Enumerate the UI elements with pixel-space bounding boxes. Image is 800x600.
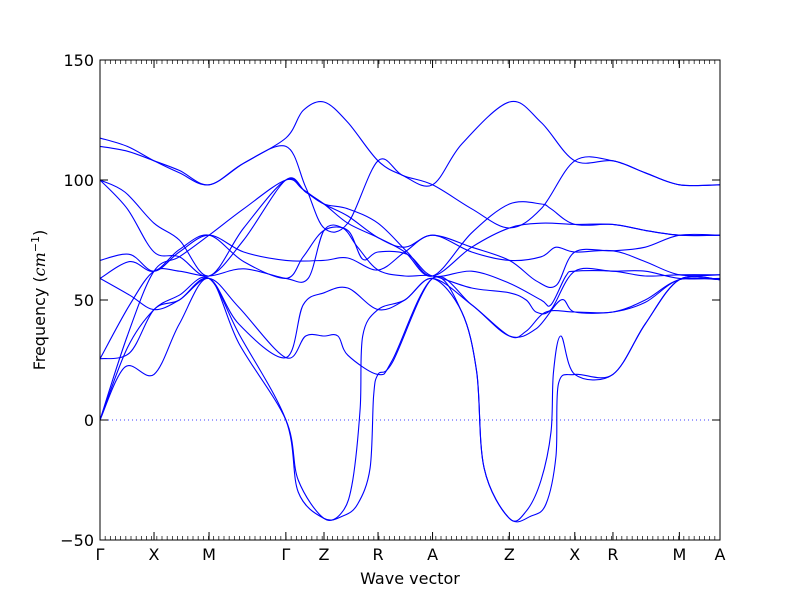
x-tick-label: A [715, 545, 726, 564]
x-tick-label: M [202, 545, 216, 564]
band-line-2 [100, 145, 720, 233]
y-tick-label: 50 [74, 291, 94, 310]
x-tick-label: A [427, 545, 438, 564]
y-tick-label: 150 [63, 51, 94, 70]
y-axis-label: Frequency (cm−1) [29, 230, 50, 371]
plot-area [99, 59, 721, 541]
x-tick-label: Z [504, 545, 515, 564]
band-line-11 [100, 275, 720, 523]
x-tick-label: R [372, 545, 383, 564]
x-tick-label: Γ [96, 545, 105, 564]
y-tick-label: 100 [63, 171, 94, 190]
y-axis-label-prefix: Frequency ( [30, 276, 49, 370]
x-tick-label: Γ [281, 545, 290, 564]
band-line-10 [100, 275, 720, 522]
x-tick-label: M [672, 545, 686, 564]
band-line-12 [100, 178, 720, 421]
series-layer [100, 100, 720, 523]
y-axis-label-exponent: −1 [29, 236, 42, 252]
x-axis-label: Wave vector [360, 569, 460, 588]
x-tick-label: R [607, 545, 618, 564]
band-line-6 [100, 226, 720, 307]
y-tick-labels: −50 0 50 100 150 [60, 51, 94, 550]
x-tick-label: Z [319, 545, 330, 564]
y-tick-label: 0 [84, 411, 94, 430]
x-tick-label: X [149, 545, 160, 564]
band-line-9 [100, 277, 720, 360]
plot-frame [99, 59, 721, 541]
band-line-7 [100, 224, 720, 360]
y-tick-label: −50 [60, 531, 94, 550]
x-tick-label: X [569, 545, 580, 564]
y-axis-label-suffix: ) [30, 230, 49, 236]
y-axis-label-unit: cm [30, 252, 49, 276]
